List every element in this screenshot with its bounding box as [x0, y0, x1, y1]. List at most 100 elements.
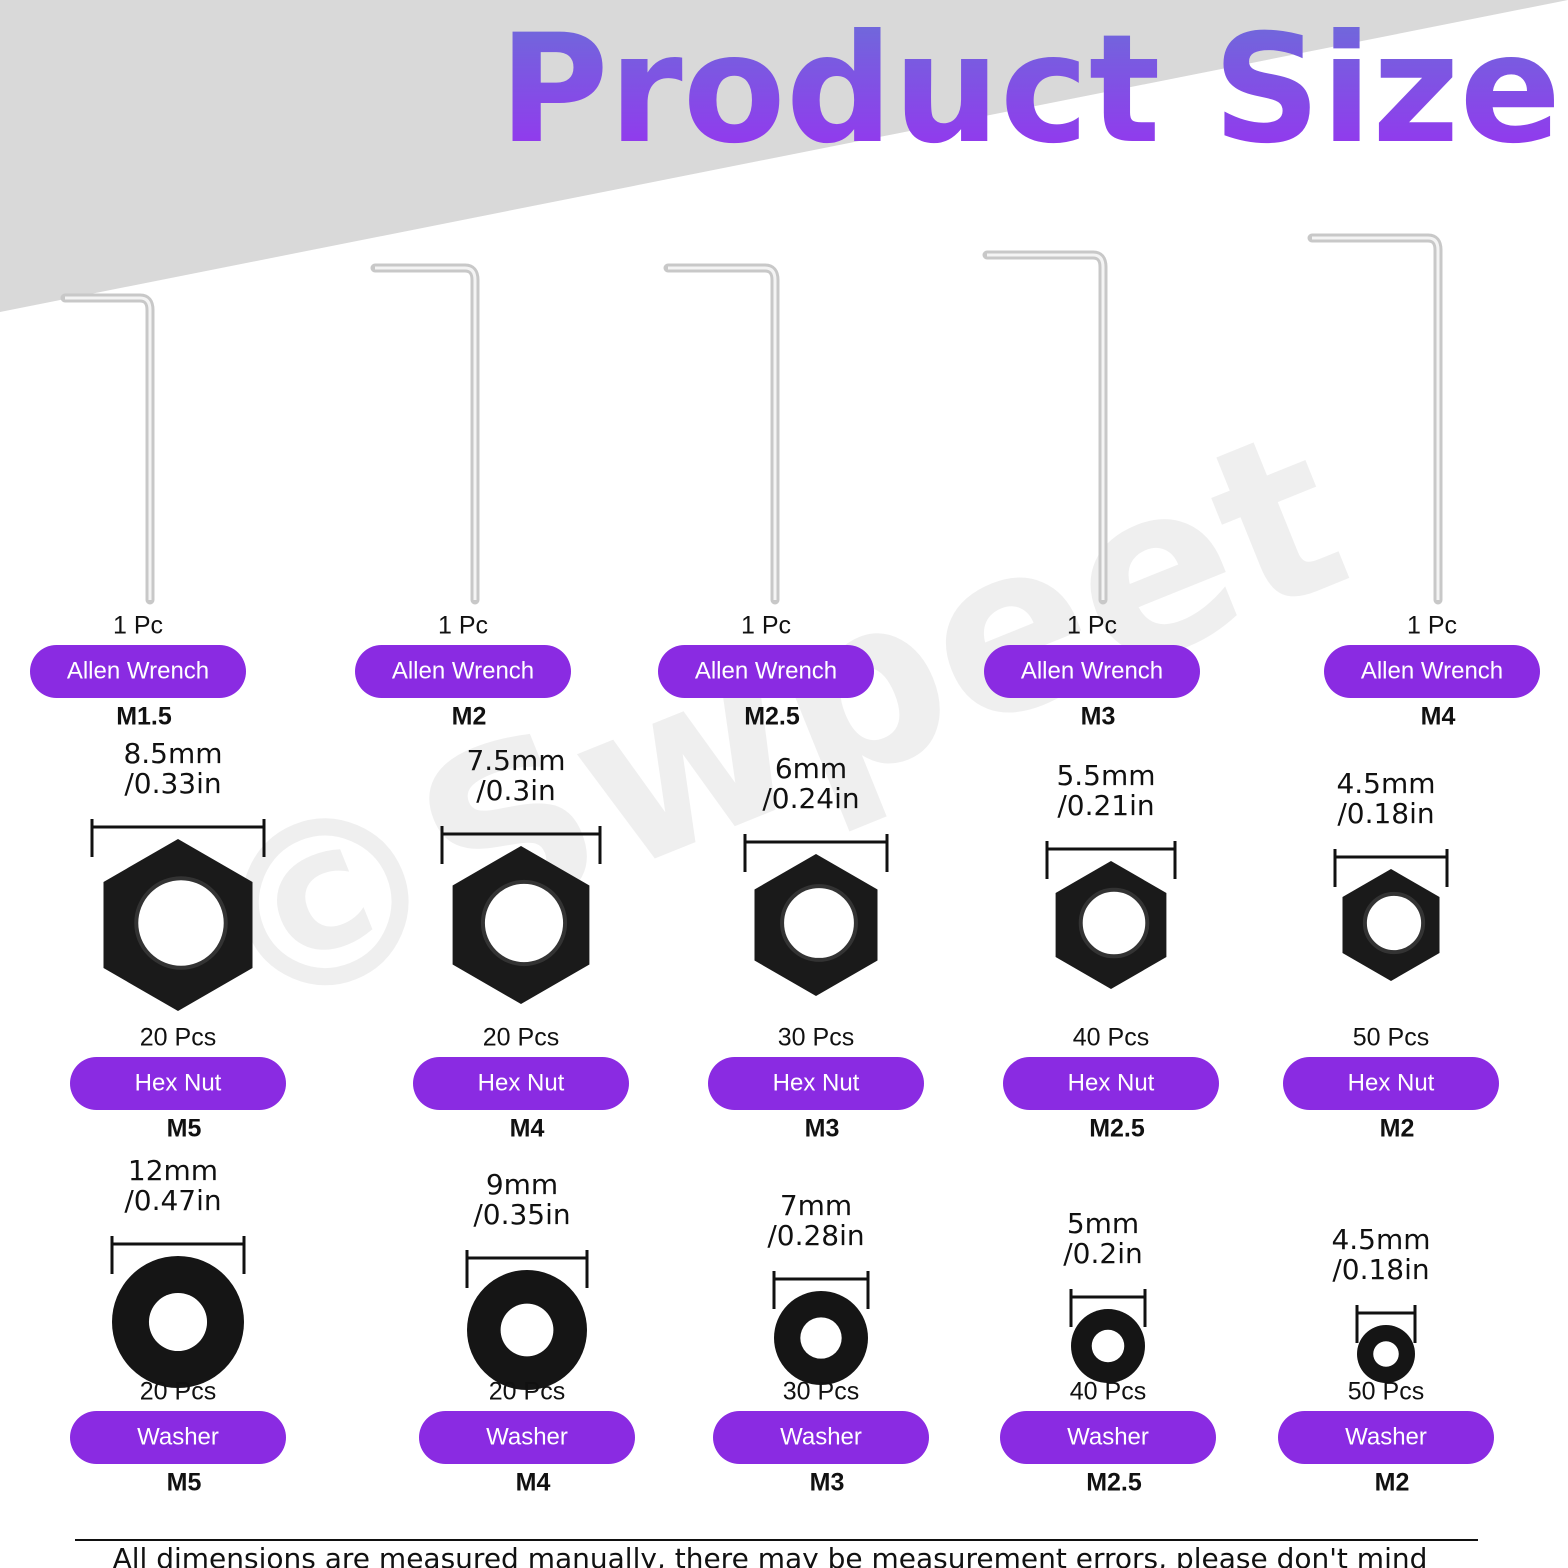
dimension: /0.28in: [767, 1219, 864, 1252]
dimension-bracket: [1069, 1289, 1147, 1327]
count: 20 Pcs: [140, 1378, 216, 1406]
item-label: Hex Nut: [773, 1069, 860, 1096]
count: 40 Pcs: [1073, 1024, 1149, 1052]
count: 1 Pc: [438, 612, 488, 640]
washer-hole: [800, 1317, 842, 1359]
count: 20 Pcs: [140, 1024, 216, 1052]
item-label: Allen Wrench: [1361, 657, 1503, 684]
dimension-bracket: [743, 834, 889, 872]
dimension: /0.24in: [762, 782, 859, 815]
dimension: 9mm: [486, 1168, 558, 1201]
background-shape: [0, 0, 1568, 312]
nut-hole: [134, 876, 228, 970]
allen-wrench-highlight: [65, 296, 152, 600]
size: M3: [810, 1469, 845, 1497]
dimension: /0.2in: [1063, 1237, 1143, 1270]
count: 1 Pc: [113, 612, 163, 640]
label-pill: [30, 645, 246, 698]
size: M3: [1081, 703, 1116, 731]
count: 30 Pcs: [778, 1024, 854, 1052]
allen-wrench-highlight: [1312, 236, 1440, 600]
dimension: 8.5mm: [123, 737, 222, 770]
nut-hole: [480, 879, 568, 967]
count: 1 Pc: [1067, 612, 1117, 640]
item-label: Washer: [1067, 1423, 1149, 1450]
item-label: Allen Wrench: [67, 657, 209, 684]
item-label: Allen Wrench: [695, 657, 837, 684]
count: 30 Pcs: [783, 1378, 859, 1406]
nut-hole: [780, 884, 858, 962]
size: M2: [1380, 1115, 1415, 1143]
item-label: Hex Nut: [1348, 1069, 1435, 1096]
allen-wrench: [60, 293, 155, 605]
count: 50 Pcs: [1348, 1378, 1424, 1406]
size: M5: [167, 1115, 202, 1143]
label-pill: [70, 1057, 286, 1110]
size: M3: [805, 1115, 840, 1143]
item-label: Washer: [137, 1423, 219, 1450]
dimension: /0.18in: [1332, 1253, 1429, 1286]
count: 1 Pc: [741, 612, 791, 640]
item-label: Washer: [1345, 1423, 1427, 1450]
size: M2.5: [744, 703, 800, 731]
dimension: /0.47in: [124, 1184, 221, 1217]
dimension: 5mm: [1067, 1207, 1139, 1240]
washer-hole: [1373, 1341, 1399, 1367]
allen-wrench-highlight: [375, 266, 477, 600]
count: 20 Pcs: [483, 1024, 559, 1052]
count: 50 Pcs: [1353, 1024, 1429, 1052]
size: M4: [516, 1469, 551, 1497]
label-pill: [70, 1411, 286, 1464]
count: 1 Pc: [1407, 612, 1457, 640]
label-pill: [658, 645, 874, 698]
nut-hole: [1078, 887, 1150, 959]
label-pill: [1278, 1411, 1494, 1464]
label-pill: [713, 1411, 929, 1464]
size: M4: [1421, 703, 1456, 731]
dimension: /0.3in: [476, 774, 556, 807]
allen-wrench-highlight: [987, 253, 1105, 600]
label-pill: [419, 1411, 635, 1464]
dimension-bracket: [1355, 1305, 1417, 1343]
label-pill: [355, 645, 571, 698]
washer-hole: [500, 1303, 554, 1357]
allen-wrench: [370, 263, 480, 605]
item-label: Hex Nut: [135, 1069, 222, 1096]
dimension-bracket: [465, 1250, 589, 1288]
dimension: 7.5mm: [466, 744, 565, 777]
dimension-bracket: [1333, 849, 1449, 887]
item-label: Washer: [486, 1423, 568, 1450]
size: M2.5: [1086, 1469, 1142, 1497]
item-label: Allen Wrench: [392, 657, 534, 684]
dimension-bracket: [772, 1271, 870, 1309]
size: M2: [452, 703, 487, 731]
label-pill: [1003, 1057, 1219, 1110]
label-pill: [984, 645, 1200, 698]
size: M2: [1375, 1469, 1410, 1497]
label-pill: [1283, 1057, 1499, 1110]
item-label: Hex Nut: [478, 1069, 565, 1096]
dimension: /0.18in: [1337, 797, 1434, 830]
dimension: 12mm: [128, 1154, 218, 1187]
dimension-bracket: [110, 1236, 246, 1274]
washer-hole: [148, 1292, 208, 1352]
size: M1.5: [116, 703, 172, 731]
dimension-bracket: [1045, 841, 1177, 879]
dimension-bracket: [90, 819, 266, 857]
item-label: Hex Nut: [1068, 1069, 1155, 1096]
label-pill: [708, 1057, 924, 1110]
dimension: /0.21in: [1057, 789, 1154, 822]
allen-wrench-highlight: [668, 266, 777, 600]
title: Product Size: [499, 3, 1561, 177]
label-pill: [1000, 1411, 1216, 1464]
allen-wrench: [663, 263, 780, 605]
item-label: Allen Wrench: [1021, 657, 1163, 684]
size: M4: [510, 1115, 545, 1143]
dimension-bracket: [440, 826, 602, 864]
item-label: Washer: [780, 1423, 862, 1450]
dimension: 7mm: [780, 1189, 852, 1222]
count: 20 Pcs: [489, 1378, 565, 1406]
dimension: /0.33in: [124, 767, 221, 800]
